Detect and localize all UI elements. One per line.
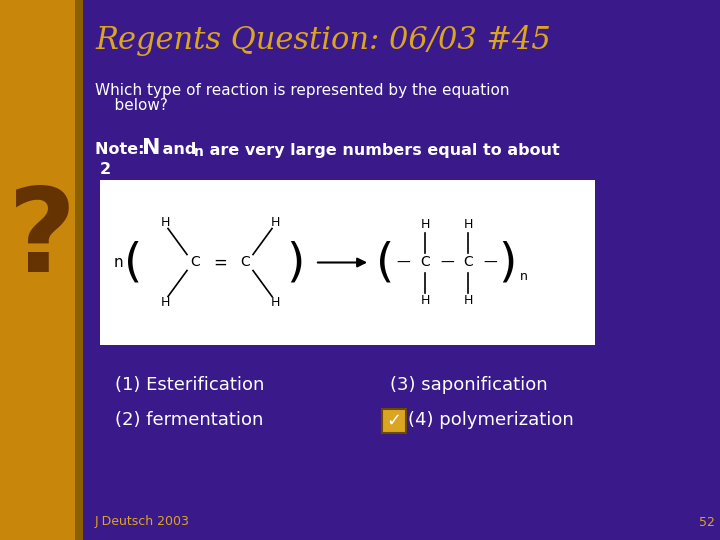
- Text: H: H: [270, 296, 279, 309]
- Text: ✓: ✓: [387, 412, 402, 430]
- Text: C: C: [240, 255, 250, 269]
- Text: (1) Esterification: (1) Esterification: [115, 376, 264, 394]
- Text: ): ): [498, 240, 516, 285]
- FancyBboxPatch shape: [100, 180, 595, 345]
- Text: H: H: [463, 294, 473, 307]
- FancyBboxPatch shape: [382, 409, 406, 433]
- Text: Which type of reaction is represented by the equation: Which type of reaction is represented by…: [95, 83, 510, 98]
- Text: —: —: [483, 255, 497, 269]
- Text: and: and: [157, 143, 202, 158]
- Text: C: C: [420, 255, 430, 269]
- Text: n: n: [520, 270, 528, 283]
- Text: H: H: [161, 216, 170, 229]
- Text: (4) polymerization: (4) polymerization: [408, 411, 574, 429]
- Text: —: —: [440, 255, 454, 269]
- Text: H: H: [420, 218, 430, 231]
- Text: 52: 52: [699, 516, 715, 529]
- Text: below?: below?: [95, 98, 168, 113]
- Text: H: H: [463, 218, 473, 231]
- Text: —: —: [396, 255, 410, 269]
- Text: (: (: [124, 240, 142, 285]
- Text: ?: ?: [8, 183, 76, 298]
- Text: C: C: [190, 255, 200, 269]
- Text: Regents Question: 06/03 #45: Regents Question: 06/03 #45: [95, 24, 551, 56]
- Text: 2: 2: [100, 163, 111, 178]
- Text: (: (: [376, 240, 394, 285]
- Text: H: H: [420, 294, 430, 307]
- Text: n: n: [113, 255, 123, 270]
- Text: are very large numbers equal to about: are very large numbers equal to about: [204, 143, 559, 158]
- Text: n: n: [194, 145, 204, 159]
- FancyBboxPatch shape: [0, 0, 83, 540]
- FancyBboxPatch shape: [75, 0, 83, 540]
- Text: H: H: [161, 296, 170, 309]
- Text: =: =: [213, 253, 227, 272]
- Text: J Deutsch 2003: J Deutsch 2003: [95, 516, 190, 529]
- Text: (3) saponification: (3) saponification: [390, 376, 548, 394]
- Text: N: N: [142, 138, 161, 158]
- Text: ): ): [286, 240, 304, 285]
- Text: H: H: [270, 216, 279, 229]
- Text: (2) fermentation: (2) fermentation: [115, 411, 264, 429]
- Text: Note:: Note:: [95, 143, 150, 158]
- Text: C: C: [463, 255, 473, 269]
